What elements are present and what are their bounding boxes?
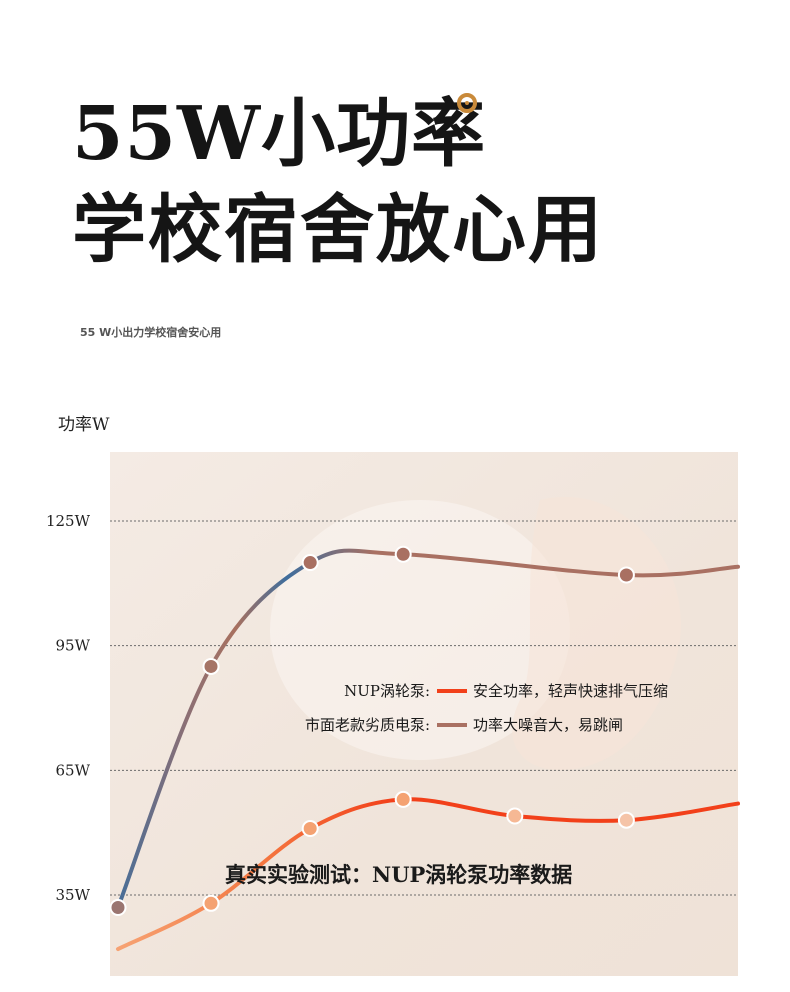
product-silhouette bbox=[270, 500, 570, 760]
data-point-nup-1 bbox=[301, 820, 319, 838]
data-point-nup-4 bbox=[617, 811, 635, 829]
legend-item-old: 市面老款劣质电泵: 功率大噪音大，易跳闸 bbox=[305, 716, 623, 734]
data-point-old-pump-3 bbox=[394, 545, 412, 563]
data-point-old-pump-2 bbox=[301, 554, 319, 572]
y-tick-label-35: 35W bbox=[55, 886, 90, 904]
data-point-old-pump-1 bbox=[202, 657, 220, 675]
headline-line-2: 学校宿舍放心用 bbox=[72, 187, 604, 273]
ring-decoration-icon bbox=[457, 93, 477, 113]
data-point-nup-0 bbox=[202, 894, 220, 912]
data-point-nup-2 bbox=[394, 790, 412, 808]
hand-silhouette bbox=[512, 496, 681, 770]
data-point-nup-3 bbox=[506, 807, 524, 825]
series-nup bbox=[116, 790, 740, 952]
legend-name-nup: NUP涡轮泵: bbox=[344, 682, 430, 700]
grid-lines bbox=[110, 520, 738, 896]
legend: NUP涡轮泵: 安全功率，轻声快速排气压缩 市面老款劣质电泵: 功率大噪音大，易… bbox=[305, 682, 668, 734]
y-tick-label-65: 65W bbox=[55, 761, 90, 779]
legend-desc-old: 功率大噪音大，易跳闸 bbox=[473, 716, 623, 734]
legend-name-old: 市面老款劣质电泵: bbox=[305, 716, 430, 734]
chart-annotation: 真实实验测试：NUP涡轮泵功率数据 bbox=[225, 862, 572, 887]
y-tick-label-95: 95W bbox=[55, 637, 90, 655]
power-line-chart: 125W 95W 65W 35W NUP涡轮泵: 安全功率，轻声快速排气压缩 市面老款… bbox=[46, 452, 740, 976]
y-tick-label-125: 125W bbox=[46, 512, 91, 530]
headline-line-1: 55W小功率 bbox=[72, 91, 487, 177]
legend-swatch-old bbox=[437, 723, 467, 727]
subtitle: 55 W小出力学校宿舍安心用 bbox=[80, 326, 222, 339]
legend-item-nup: NUP涡轮泵: 安全功率，轻声快速排气压缩 bbox=[344, 682, 668, 700]
legend-swatch-nup bbox=[437, 689, 467, 693]
y-tick-labels: 125W 95W 65W 35W bbox=[46, 512, 91, 904]
y-axis-label: 功率W bbox=[58, 415, 110, 435]
legend-desc-nup: 安全功率，轻声快速排气压缩 bbox=[473, 682, 668, 700]
data-point-old-pump-4 bbox=[617, 566, 635, 584]
series-old-pump bbox=[109, 545, 740, 916]
data-point-old-pump-0 bbox=[109, 898, 127, 916]
